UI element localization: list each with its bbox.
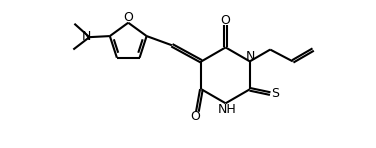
Text: O: O: [123, 11, 133, 24]
Text: O: O: [190, 110, 200, 123]
Text: S: S: [271, 87, 280, 100]
Text: N: N: [246, 49, 256, 62]
Text: O: O: [221, 13, 230, 26]
Text: NH: NH: [217, 103, 236, 116]
Text: N: N: [82, 30, 91, 43]
